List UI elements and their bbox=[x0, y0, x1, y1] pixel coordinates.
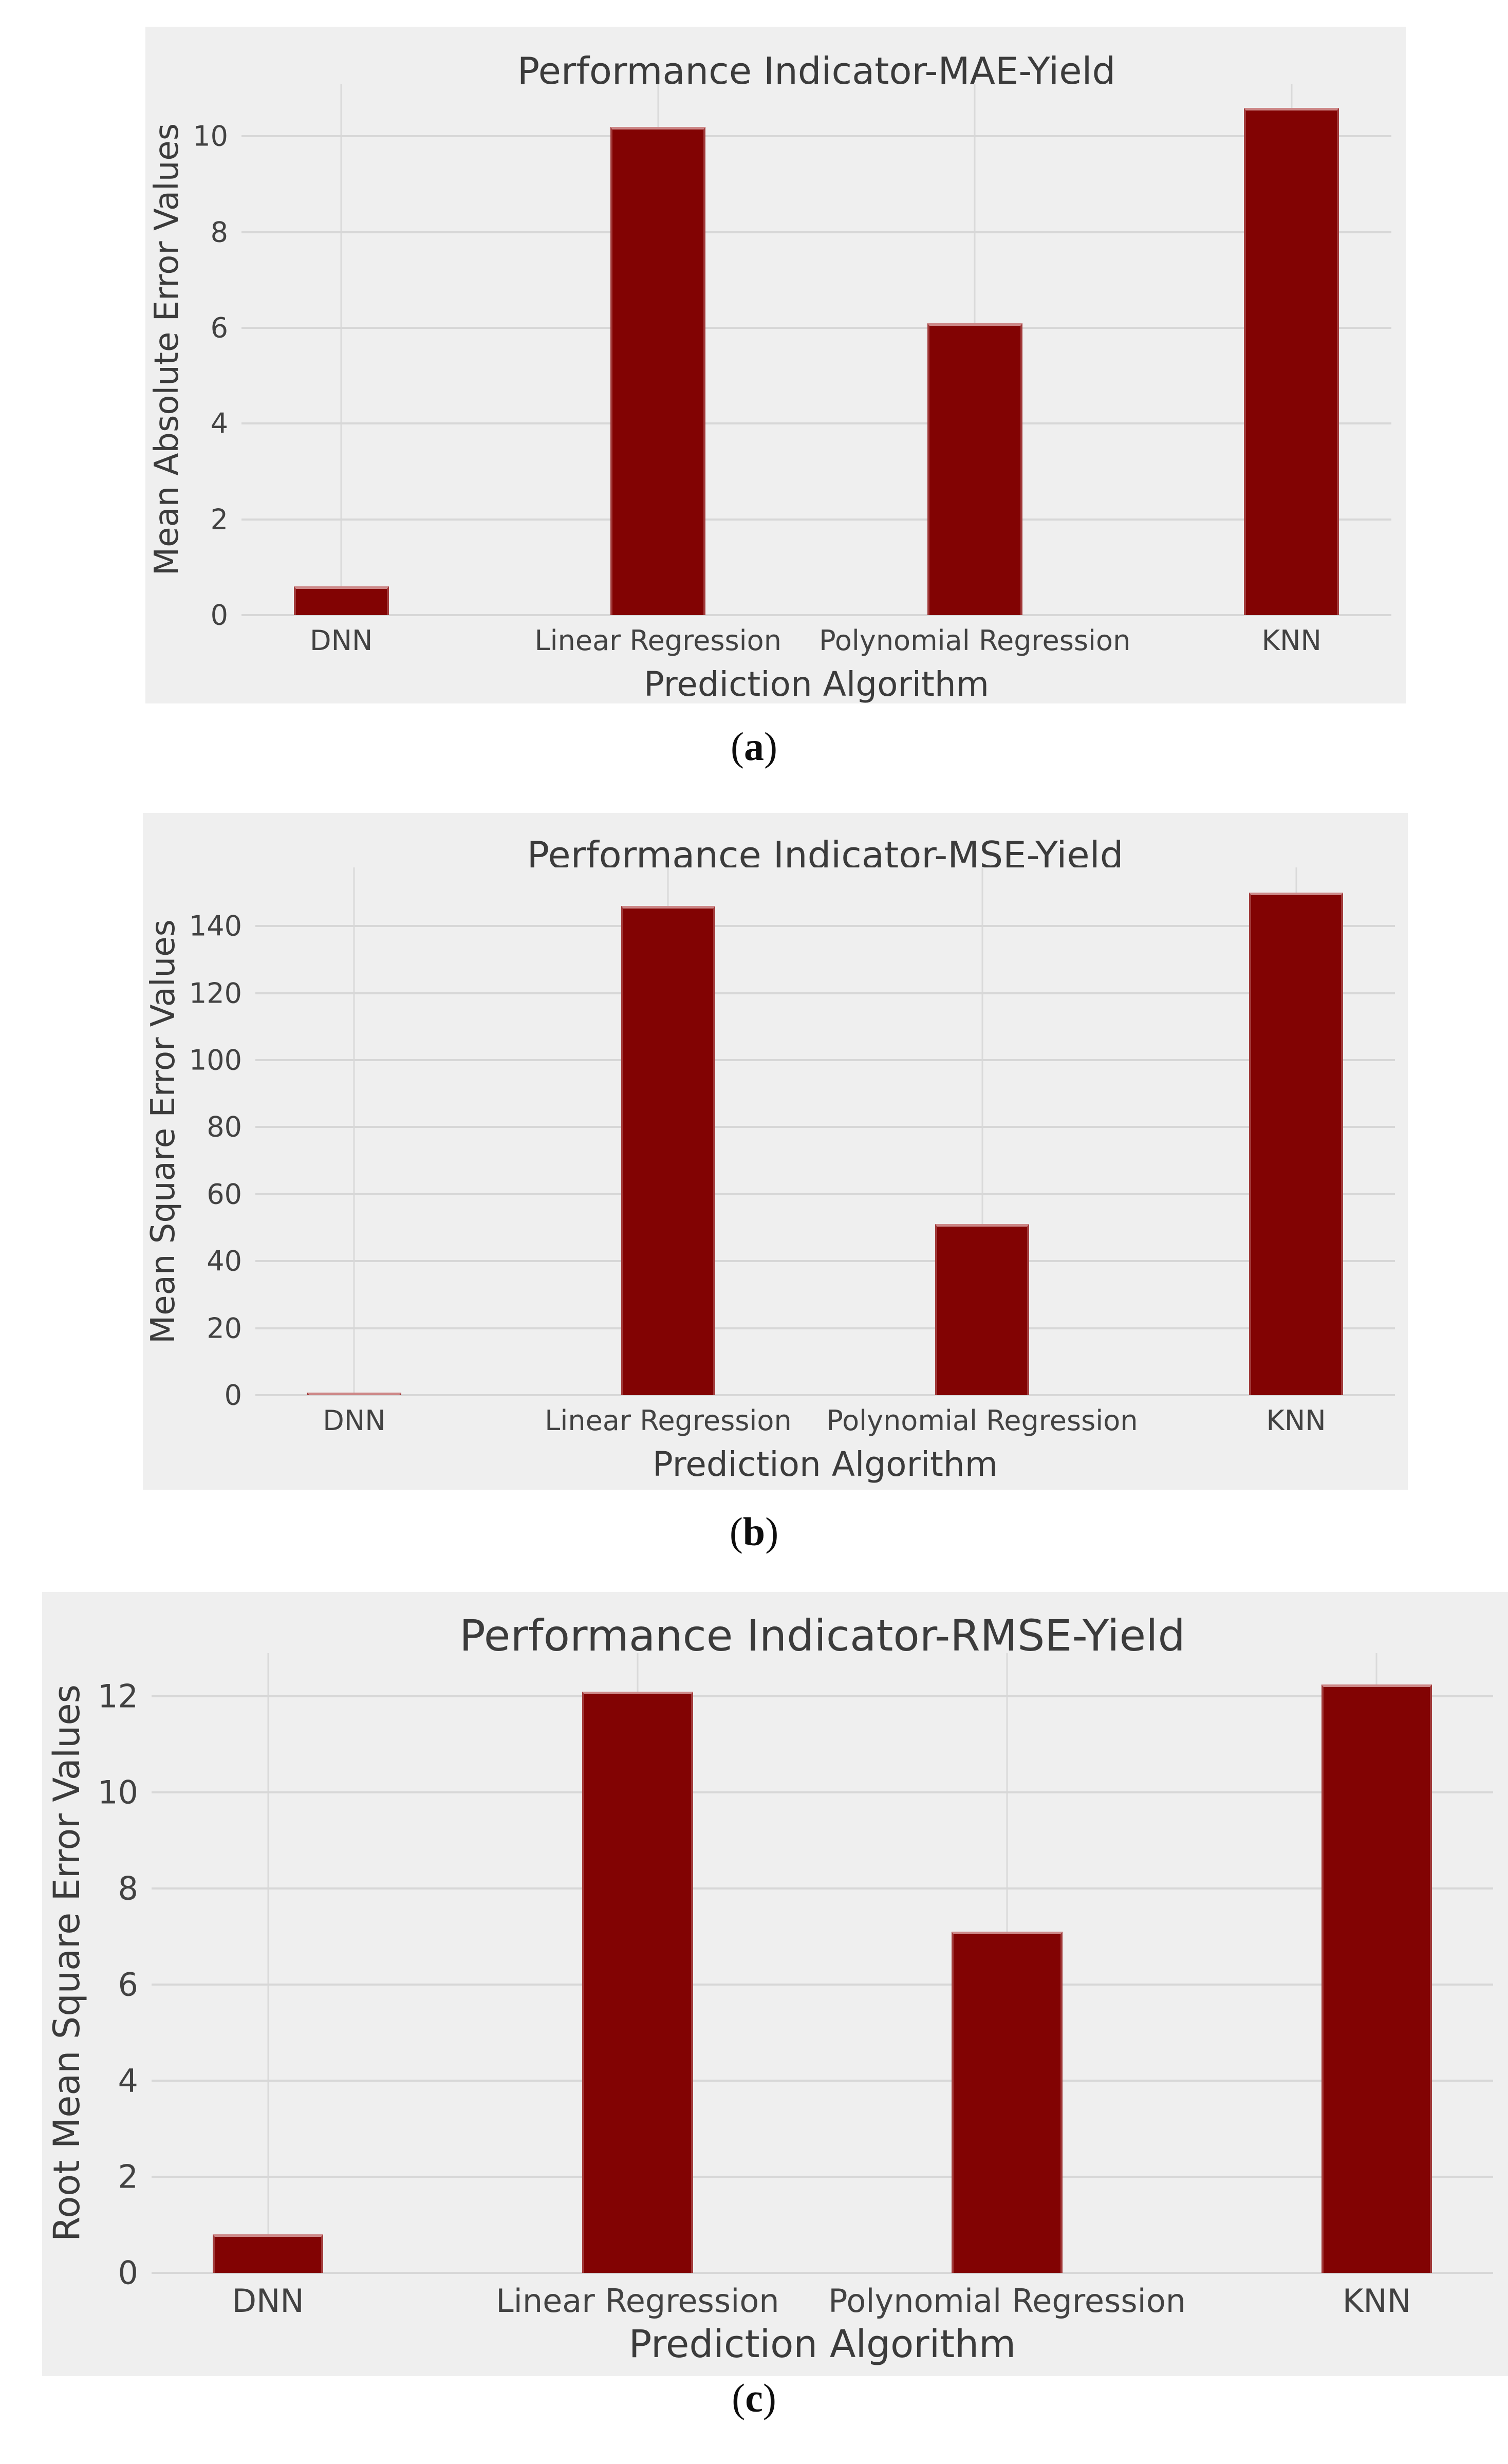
y-axis-label: Root Mean Square Error Values bbox=[46, 1684, 88, 2242]
gridline-horizontal bbox=[241, 135, 1391, 138]
gridline-horizontal bbox=[255, 992, 1395, 994]
gridline-horizontal bbox=[241, 327, 1391, 329]
bar-dnn bbox=[307, 1393, 402, 1395]
x-tick-label: Polynomial Regression bbox=[826, 1404, 1138, 1437]
x-tick-label: DNN bbox=[323, 1404, 386, 1437]
caption-open-paren: ( bbox=[729, 1509, 743, 1554]
plot-area: Prediction Algorithm 0 2 4 6 8 10 DNN Linear Re… bbox=[193, 84, 1391, 704]
gridline-horizontal bbox=[152, 2176, 1493, 2178]
gridline-horizontal bbox=[255, 1193, 1395, 1195]
bar-linear-regression bbox=[582, 1691, 693, 2273]
y-tick-label: 2 bbox=[118, 2158, 138, 2196]
x-axis-label: Prediction Algorithm bbox=[643, 664, 990, 704]
caption-close-paren: ) bbox=[762, 2376, 776, 2420]
y-tick-label: 100 bbox=[189, 1044, 242, 1077]
gridline-vertical bbox=[340, 84, 342, 615]
caption-close-paren: ) bbox=[765, 1509, 779, 1554]
gridline-horizontal bbox=[152, 2272, 1493, 2274]
gridline-horizontal bbox=[255, 1260, 1395, 1263]
x-axis-label: Prediction Algorithm bbox=[628, 2322, 1016, 2366]
x-tick-label: KNN bbox=[1342, 2282, 1411, 2320]
y-tick-label: 4 bbox=[118, 2062, 138, 2100]
x-tick-label: Linear Regression bbox=[534, 624, 781, 657]
x-tick-label: Linear Regression bbox=[545, 1404, 792, 1437]
caption-open-paren: ( bbox=[732, 2376, 746, 2420]
gridline-horizontal bbox=[152, 1791, 1493, 1794]
gridline-vertical bbox=[981, 867, 983, 1395]
y-tick-label: 2 bbox=[210, 503, 228, 536]
y-tick-label: 8 bbox=[210, 216, 228, 249]
gridline-horizontal bbox=[152, 2080, 1493, 2082]
chart-title: Performance Indicator-RMSE-Yield bbox=[459, 1610, 1185, 1661]
y-tick-label: 10 bbox=[98, 1773, 138, 1811]
gridline-horizontal bbox=[241, 231, 1391, 233]
plot-area: Prediction Algorithm 0 20 40 60 80 100 120 140 D… bbox=[189, 867, 1395, 1484]
gridline-horizontal bbox=[241, 422, 1391, 425]
y-tick-label: 80 bbox=[207, 1110, 242, 1143]
y-tick-label: 10 bbox=[193, 120, 228, 153]
y-tick-label: 0 bbox=[224, 1379, 242, 1412]
caption-letter: c bbox=[745, 2376, 763, 2420]
y-tick-label: 60 bbox=[207, 1178, 242, 1211]
gridline-horizontal bbox=[255, 1327, 1395, 1329]
y-tick-label: 0 bbox=[118, 2254, 138, 2292]
y-tick-label: 0 bbox=[210, 599, 228, 632]
caption-close-paren: ) bbox=[764, 724, 777, 769]
gridline-horizontal bbox=[241, 614, 1391, 616]
gridline-horizontal bbox=[241, 518, 1391, 521]
bar-knn bbox=[1249, 892, 1344, 1395]
x-axis-label: Prediction Algorithm bbox=[652, 1444, 998, 1484]
x-tick-label: Linear Regression bbox=[496, 2282, 779, 2320]
gridline-vertical bbox=[353, 867, 355, 1395]
x-tick-label: DNN bbox=[232, 2282, 304, 2320]
gridline-horizontal bbox=[255, 1126, 1395, 1128]
chart-mse-yield: Performance Indicator-MSE-Yield Mean Squ… bbox=[143, 813, 1408, 1490]
gridline-horizontal bbox=[152, 1695, 1493, 1698]
gridline-horizontal bbox=[255, 1394, 1395, 1396]
gridline-horizontal bbox=[152, 1887, 1493, 1890]
y-tick-label: 12 bbox=[98, 1677, 138, 1715]
caption-c: (c) bbox=[0, 2375, 1508, 2421]
bar-polynomial-regression bbox=[952, 1932, 1063, 2273]
bar-knn bbox=[1244, 107, 1339, 615]
bar-dnn bbox=[212, 2234, 324, 2273]
plot-area: Prediction Algorithm 0 2 4 6 8 10 12 DNN Linear … bbox=[98, 1653, 1493, 2366]
y-tick-label: 6 bbox=[118, 1966, 138, 2004]
bar-knn bbox=[1321, 1684, 1432, 2273]
bar-polynomial-regression bbox=[935, 1224, 1030, 1395]
chart-rmse-yield: Performance Indicator-RMSE-Yield Root Me… bbox=[42, 1592, 1508, 2376]
x-tick-label: Polynomial Regression bbox=[828, 2282, 1186, 2320]
gridline-horizontal bbox=[255, 1059, 1395, 1061]
y-axis-label: Mean Absolute Error Values bbox=[148, 123, 186, 576]
bar-linear-regression bbox=[621, 906, 716, 1395]
x-tick-label: KNN bbox=[1266, 1404, 1326, 1437]
y-tick-label: 8 bbox=[118, 1869, 138, 1907]
x-tick-label: DNN bbox=[310, 624, 373, 657]
y-tick-label: 140 bbox=[189, 910, 242, 942]
caption-letter: a bbox=[744, 724, 764, 769]
y-tick-label: 20 bbox=[207, 1312, 242, 1345]
y-tick-label: 6 bbox=[210, 311, 228, 344]
gridline-horizontal bbox=[255, 925, 1395, 928]
chart-mae-yield: Performance Indicator-MAE-Yield Mean Abs… bbox=[145, 27, 1406, 704]
x-tick-label: KNN bbox=[1261, 624, 1321, 657]
caption-b: (b) bbox=[0, 1509, 1508, 1555]
caption-open-paren: ( bbox=[731, 724, 744, 769]
bar-dnn bbox=[293, 586, 389, 615]
bar-linear-regression bbox=[610, 126, 706, 615]
caption-letter: b bbox=[742, 1509, 766, 1554]
y-axis-label: Mean Square Error Values bbox=[144, 919, 182, 1344]
gridline-vertical bbox=[267, 1653, 269, 2273]
y-tick-label: 4 bbox=[210, 407, 228, 440]
x-tick-label: Polynomial Regression bbox=[819, 624, 1131, 657]
caption-a: (a) bbox=[0, 724, 1508, 770]
y-tick-label: 120 bbox=[189, 977, 242, 1010]
gridline-horizontal bbox=[152, 1984, 1493, 1986]
bar-polynomial-regression bbox=[927, 323, 1022, 615]
y-tick-label: 40 bbox=[207, 1245, 242, 1277]
